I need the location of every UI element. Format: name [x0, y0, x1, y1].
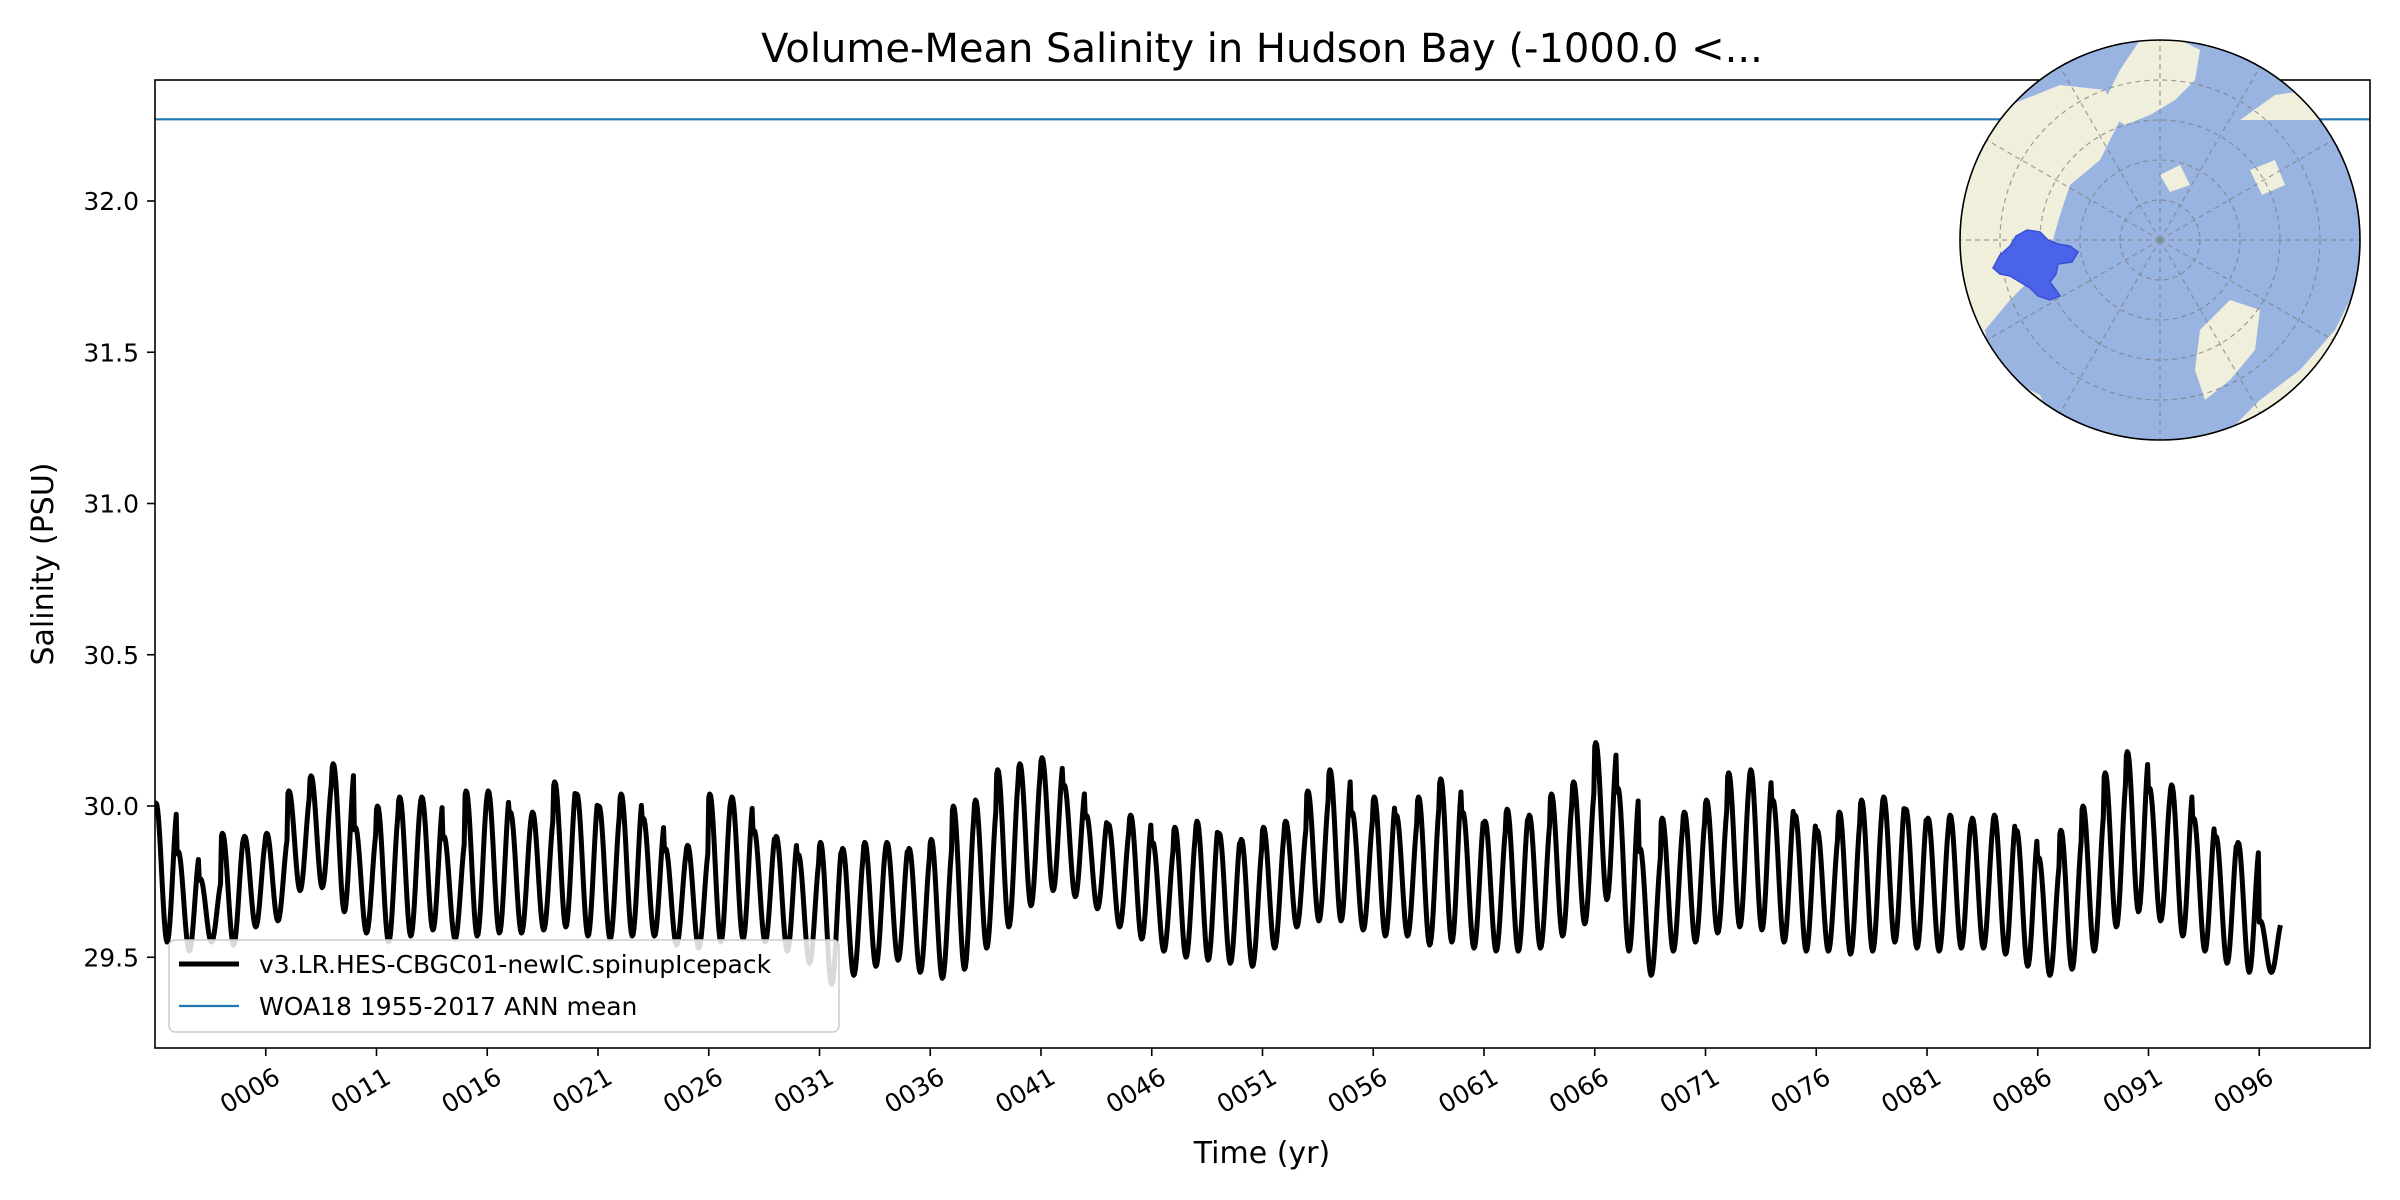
x-tick-label: 0066 — [1544, 1062, 1614, 1119]
inset-land-islands — [2160, 160, 2285, 195]
x-tick-label: 0031 — [769, 1062, 839, 1119]
legend-label-woa18: WOA18 1955-2017 ANN mean — [259, 992, 637, 1021]
x-tick-label: 0036 — [880, 1062, 950, 1119]
x-tick-label: 0061 — [1433, 1062, 1503, 1119]
graticule-meridian — [2159, 239, 2334, 341]
y-tick-label: 30.0 — [83, 792, 139, 821]
x-tick-label: 0016 — [437, 1062, 507, 1119]
inset-graticule — [1960, 40, 2360, 440]
chart-title: Volume-Mean Salinity in Hudson Bay (-100… — [761, 26, 1763, 72]
x-axis-label: Time (yr) — [1193, 1136, 1330, 1171]
inset-land-scandinavia — [2195, 300, 2260, 400]
x-tick-label: 0011 — [326, 1062, 396, 1119]
y-axis-ticks: 29.5 30.0 30.5 31.0 31.5 32.0 — [83, 187, 155, 972]
y-tick-label: 32.0 — [83, 187, 139, 216]
x-tick-label: 0046 — [1101, 1062, 1171, 1119]
inset-land-eurasia — [2200, 90, 2360, 440]
x-tick-label: 0041 — [990, 1062, 1060, 1119]
graticule-ring — [1999, 79, 2321, 401]
x-tick-label: 0051 — [1212, 1062, 1282, 1119]
y-tick-label: 29.5 — [83, 943, 139, 972]
x-tick-label: 0026 — [658, 1062, 728, 1119]
x-tick-label: 0086 — [1987, 1062, 2057, 1119]
series-line-model — [155, 740, 2283, 987]
inset-border — [1959, 39, 2361, 441]
y-tick-label: 30.5 — [83, 641, 139, 670]
x-tick-label: 0096 — [2209, 1062, 2279, 1119]
x-axis-ticks: 0006 0011 0016 0021 0026 0031 0036 0041 0046 0051… — [215, 1048, 2278, 1119]
graticule-meridian — [2159, 66, 2261, 241]
region-inset-map — [1959, 39, 2361, 441]
x-tick-label: 0076 — [1766, 1062, 1836, 1119]
x-tick-label: 0056 — [1323, 1062, 1393, 1119]
legend-box — [168, 939, 840, 1033]
graticule-meridian — [2159, 239, 2261, 414]
legend: v3.LR.HES-CBGC01-newIC.spinupIcepack WOA… — [168, 939, 840, 1033]
graticule-meridian — [1986, 139, 2161, 241]
x-tick-label: 0006 — [215, 1062, 285, 1119]
x-tick-label: 0071 — [1655, 1062, 1725, 1119]
x-tick-label: 0091 — [2098, 1062, 2168, 1119]
x-tick-label: 0021 — [547, 1062, 617, 1119]
y-tick-label: 31.5 — [83, 338, 139, 367]
graticule-meridian — [1986, 239, 2161, 341]
graticule-meridian — [2059, 239, 2161, 414]
y-tick-label: 31.0 — [83, 490, 139, 519]
hudson-bay-region-icon — [1992, 229, 2079, 301]
inset-land-greenland — [2100, 40, 2200, 125]
graticule-ring — [2079, 159, 2241, 321]
x-tick-label: 0081 — [1876, 1062, 1946, 1119]
graticule-meridian — [2059, 66, 2161, 241]
y-axis-label: Salinity (PSU) — [26, 463, 61, 666]
legend-label-model: v3.LR.HES-CBGC01-newIC.spinupIcepack — [259, 950, 772, 979]
graticule-meridian — [2159, 139, 2334, 241]
